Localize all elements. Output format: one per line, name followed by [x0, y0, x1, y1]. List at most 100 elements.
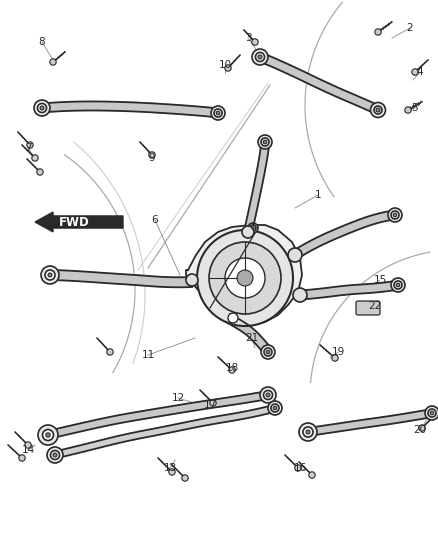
Circle shape	[38, 425, 58, 445]
Polygon shape	[54, 405, 276, 458]
Polygon shape	[226, 314, 272, 354]
Circle shape	[374, 106, 382, 114]
Circle shape	[288, 248, 302, 262]
Text: 18: 18	[226, 363, 239, 373]
Circle shape	[45, 270, 55, 280]
FancyArrow shape	[35, 212, 123, 232]
Circle shape	[430, 411, 434, 415]
Circle shape	[258, 55, 262, 59]
Circle shape	[250, 225, 256, 231]
Text: 7: 7	[25, 143, 31, 153]
FancyBboxPatch shape	[356, 301, 380, 315]
Circle shape	[303, 427, 313, 437]
Circle shape	[41, 266, 59, 284]
Circle shape	[25, 442, 31, 448]
Text: 17: 17	[203, 400, 217, 410]
Circle shape	[396, 283, 400, 287]
Circle shape	[42, 430, 53, 440]
Text: 6: 6	[152, 215, 158, 225]
Circle shape	[252, 39, 258, 45]
Circle shape	[19, 455, 25, 461]
Circle shape	[216, 111, 220, 115]
Circle shape	[261, 345, 275, 359]
Polygon shape	[42, 101, 219, 117]
Circle shape	[419, 425, 425, 431]
Circle shape	[242, 226, 254, 238]
Circle shape	[268, 401, 282, 415]
Circle shape	[394, 281, 402, 289]
Circle shape	[376, 108, 380, 112]
Text: 10: 10	[219, 60, 232, 70]
Circle shape	[299, 423, 317, 441]
Text: 15: 15	[373, 275, 387, 285]
Circle shape	[263, 140, 267, 144]
Circle shape	[225, 65, 231, 71]
Circle shape	[186, 274, 198, 286]
Text: FWD: FWD	[59, 215, 90, 229]
Circle shape	[295, 465, 301, 471]
Circle shape	[306, 430, 310, 434]
Circle shape	[48, 273, 52, 277]
Circle shape	[237, 270, 253, 286]
Text: 12: 12	[171, 393, 185, 403]
Text: 1: 1	[314, 190, 321, 200]
Polygon shape	[300, 280, 399, 300]
Circle shape	[266, 393, 270, 397]
Circle shape	[264, 348, 272, 356]
Text: 4: 4	[417, 67, 423, 77]
Circle shape	[211, 106, 225, 120]
Text: 8: 8	[39, 37, 45, 47]
Circle shape	[393, 213, 397, 217]
Polygon shape	[50, 270, 192, 287]
Circle shape	[264, 391, 272, 400]
Circle shape	[258, 135, 272, 149]
Text: 13: 13	[163, 463, 177, 473]
Circle shape	[428, 409, 436, 417]
Text: 11: 11	[141, 350, 155, 360]
Circle shape	[271, 404, 279, 412]
Circle shape	[38, 103, 46, 112]
Circle shape	[261, 138, 269, 146]
Polygon shape	[307, 409, 433, 436]
Circle shape	[228, 313, 238, 323]
Circle shape	[252, 227, 254, 229]
Circle shape	[388, 208, 402, 222]
Circle shape	[214, 109, 222, 117]
Circle shape	[53, 453, 57, 457]
Text: 20: 20	[413, 425, 427, 435]
Circle shape	[34, 100, 50, 116]
Circle shape	[169, 469, 175, 475]
Circle shape	[40, 106, 44, 110]
Circle shape	[50, 450, 60, 459]
Circle shape	[50, 59, 56, 65]
Circle shape	[37, 169, 43, 175]
Polygon shape	[186, 225, 302, 325]
Circle shape	[252, 49, 268, 65]
Circle shape	[149, 152, 155, 158]
Text: 14: 14	[21, 445, 35, 455]
Circle shape	[210, 400, 216, 406]
Circle shape	[197, 230, 293, 326]
Circle shape	[273, 406, 277, 410]
Circle shape	[391, 211, 399, 219]
Circle shape	[32, 155, 38, 161]
Circle shape	[107, 349, 113, 355]
Circle shape	[425, 406, 438, 420]
Circle shape	[47, 447, 63, 463]
Circle shape	[293, 288, 307, 302]
Circle shape	[266, 350, 270, 354]
Text: 5: 5	[412, 103, 418, 113]
Text: 9: 9	[148, 153, 155, 163]
Circle shape	[248, 223, 258, 233]
Circle shape	[260, 387, 276, 403]
Circle shape	[332, 355, 338, 361]
Circle shape	[255, 52, 265, 61]
Circle shape	[371, 102, 385, 117]
Circle shape	[225, 258, 265, 298]
Text: 3: 3	[245, 33, 251, 43]
Polygon shape	[293, 211, 396, 259]
Polygon shape	[258, 53, 380, 114]
Circle shape	[412, 69, 418, 75]
Circle shape	[405, 107, 411, 113]
Text: 2: 2	[407, 23, 413, 33]
